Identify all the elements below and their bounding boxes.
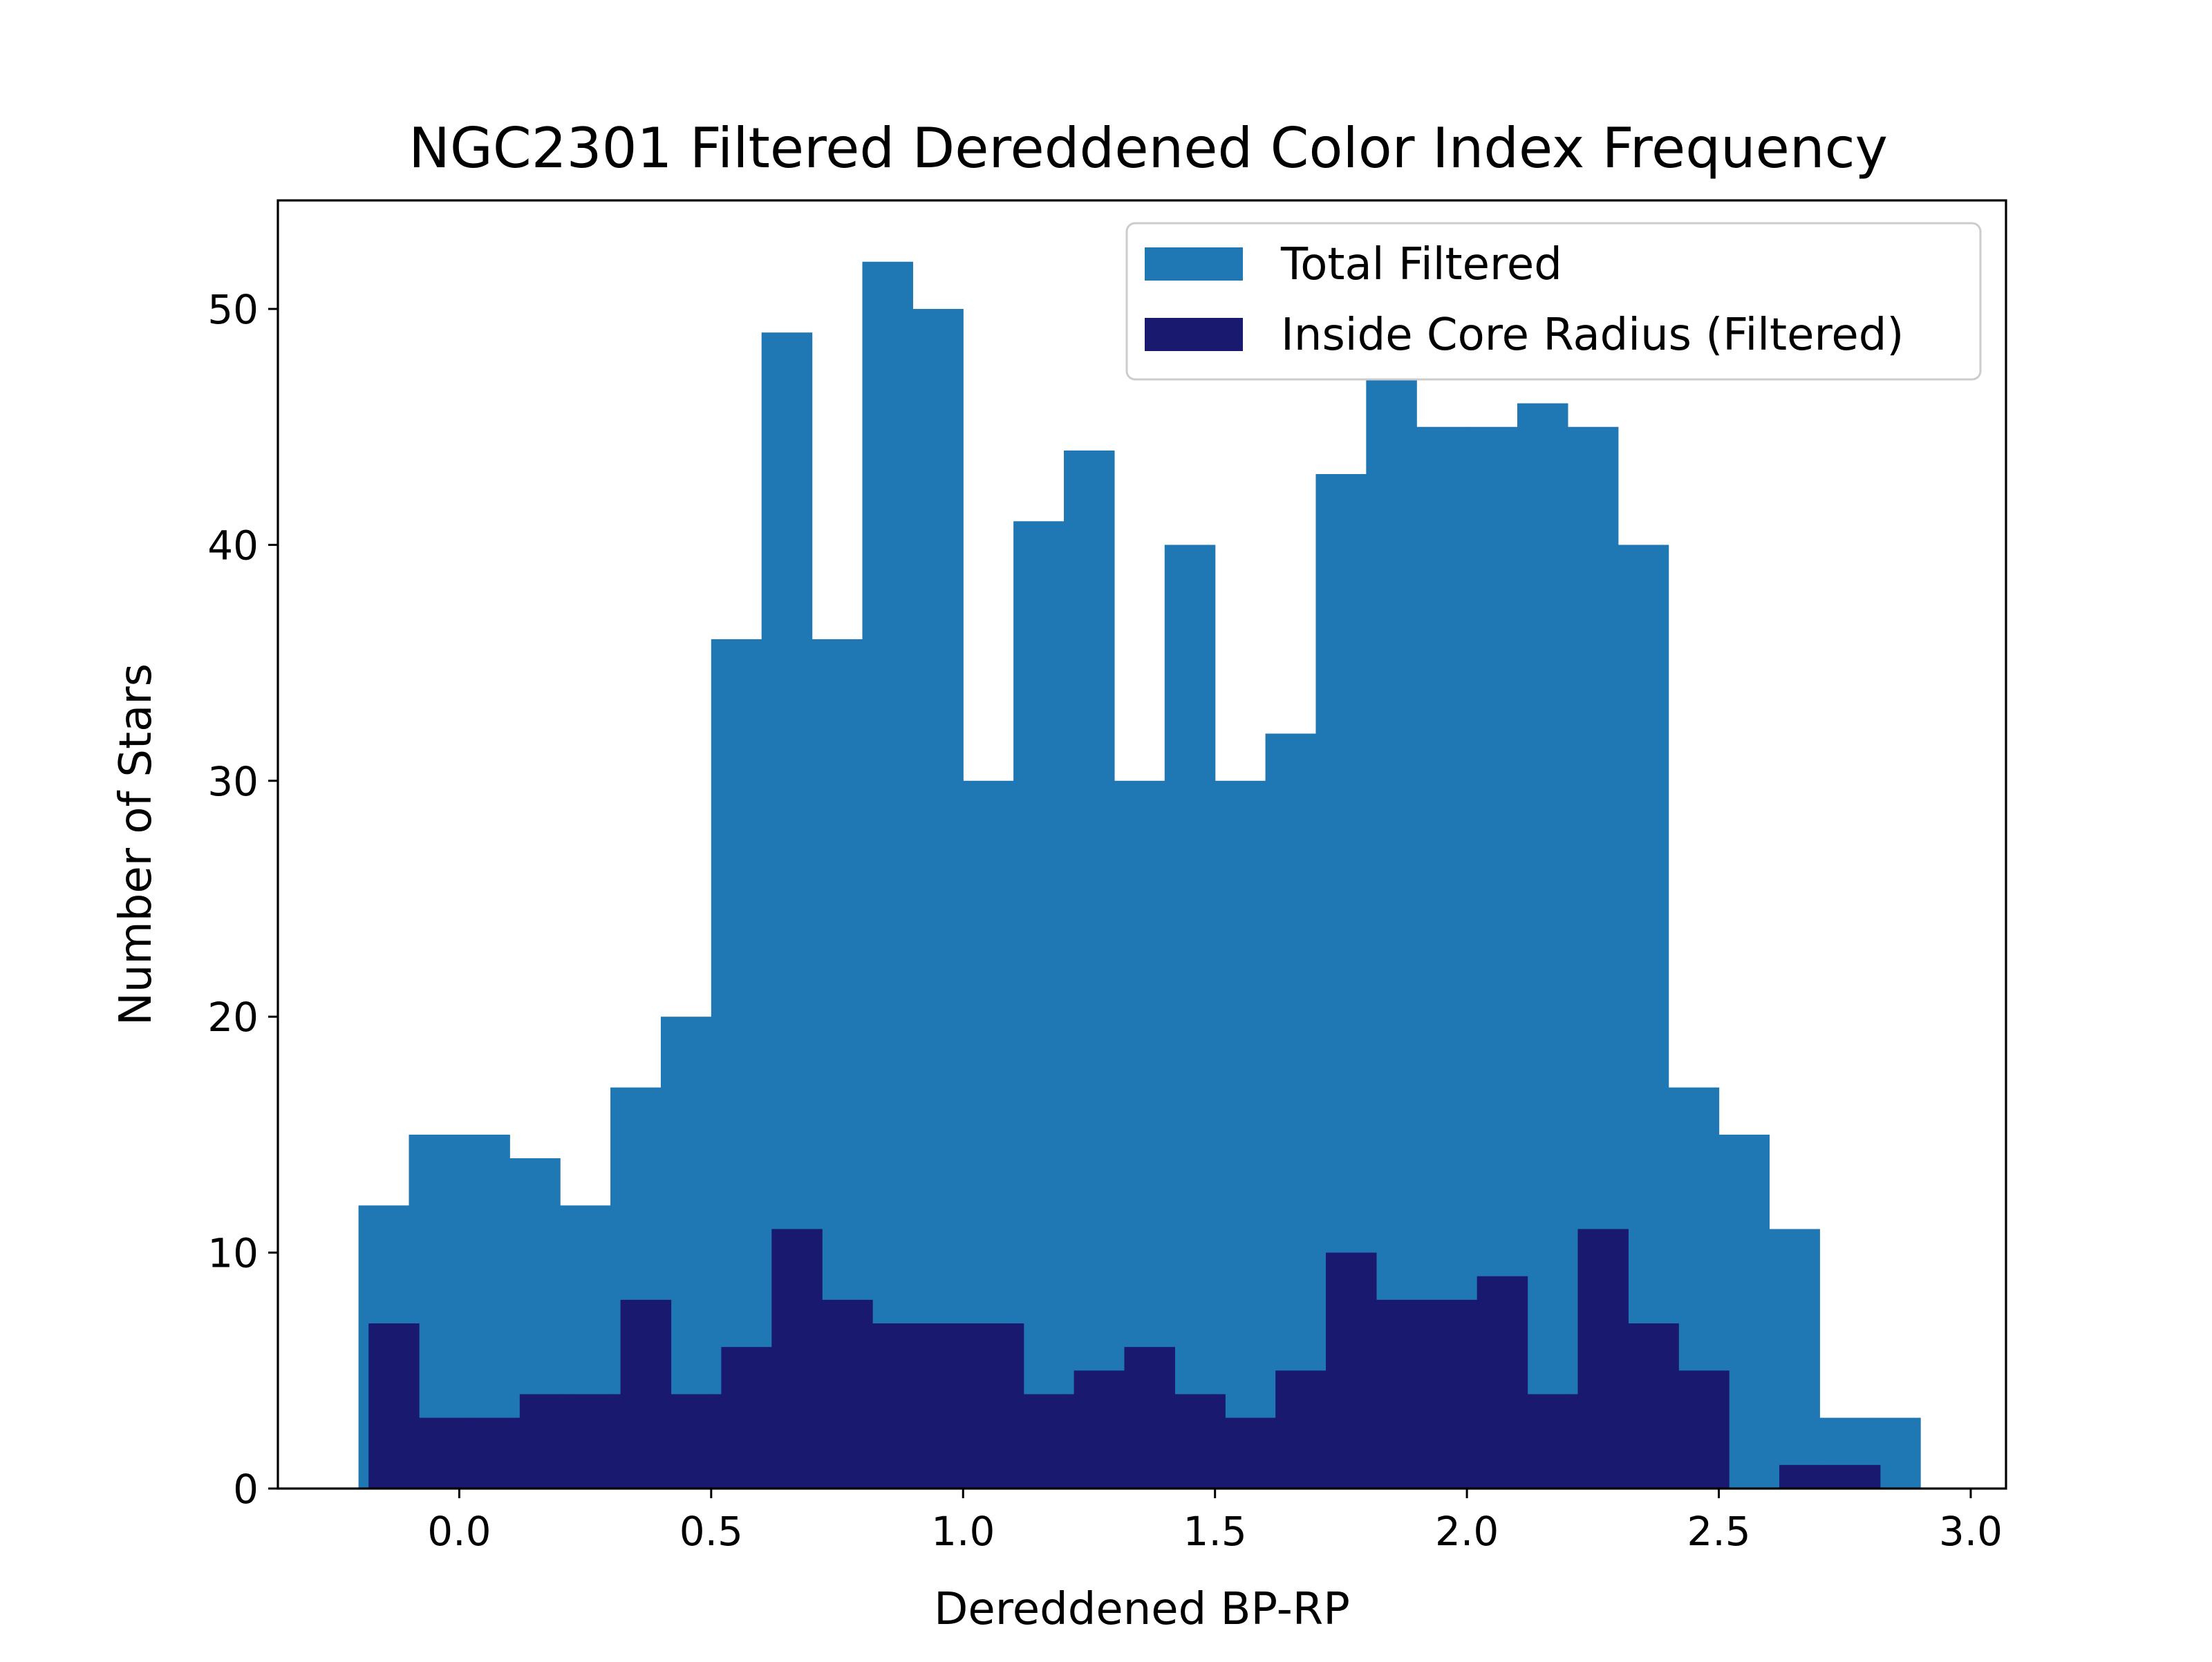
histogram-bar bbox=[973, 1323, 1024, 1489]
legend-label-core-radius: Inside Core Radius (Filtered) bbox=[1281, 310, 1904, 361]
histogram-bar bbox=[1023, 1394, 1075, 1489]
histogram-bar bbox=[1225, 1417, 1276, 1489]
core-radius-bars bbox=[368, 1229, 1881, 1489]
x-axis-ticks: 0.0 0.5 1.0 1.5 2.0 2.5 3.0 bbox=[427, 1489, 2003, 1555]
histogram-bar bbox=[1124, 1347, 1175, 1489]
histogram-bar bbox=[1074, 1370, 1125, 1489]
histogram-bar bbox=[519, 1394, 571, 1489]
histogram-bar bbox=[1628, 1323, 1679, 1489]
histogram-bar bbox=[1265, 733, 1317, 1489]
y-tick-label: 20 bbox=[207, 994, 259, 1041]
x-tick-label: 0.0 bbox=[427, 1508, 491, 1555]
x-tick-label: 1.0 bbox=[931, 1508, 995, 1555]
chart-title: NGC2301 Filtered Dereddened Color Index … bbox=[409, 116, 1888, 180]
histogram-bar bbox=[1215, 780, 1266, 1489]
histogram-bar bbox=[1326, 1252, 1377, 1489]
histogram-bar bbox=[1577, 1229, 1629, 1489]
histogram-bar bbox=[922, 1323, 974, 1489]
legend-swatch-core-radius bbox=[1145, 318, 1243, 351]
histogram-bar bbox=[721, 1347, 772, 1489]
histogram-bar bbox=[771, 1229, 823, 1489]
x-tick-label: 3.0 bbox=[1939, 1508, 2003, 1555]
histogram-bar bbox=[671, 1394, 722, 1489]
legend-label-total-filtered: Total Filtered bbox=[1280, 239, 1562, 290]
x-axis-label: Dereddened BP-RP bbox=[934, 1584, 1350, 1635]
legend: Total Filtered Inside Core Radius (Filte… bbox=[1125, 222, 1982, 381]
histogram-bar bbox=[1426, 1299, 1478, 1489]
histogram-bar bbox=[912, 309, 964, 1489]
histogram-bar bbox=[1477, 1276, 1528, 1489]
x-tick-label: 0.5 bbox=[679, 1508, 743, 1555]
y-tick-label: 40 bbox=[207, 522, 259, 569]
histogram-bar bbox=[1174, 1394, 1226, 1489]
histogram-bar bbox=[1164, 545, 1216, 1489]
x-tick-label: 2.0 bbox=[1435, 1508, 1499, 1555]
legend-box bbox=[1125, 222, 1982, 381]
x-tick-label: 2.5 bbox=[1687, 1508, 1750, 1555]
histogram-bar bbox=[620, 1299, 672, 1489]
histogram-bar bbox=[862, 261, 913, 1489]
histogram-bar bbox=[872, 1323, 924, 1489]
histogram-bar bbox=[469, 1417, 521, 1489]
legend-swatch-total-filtered bbox=[1145, 247, 1243, 281]
y-axis-ticks: 0 10 20 30 40 50 bbox=[207, 286, 278, 1513]
histogram-bar bbox=[1769, 1229, 1820, 1489]
histogram-bar bbox=[368, 1323, 420, 1489]
y-tick-label: 50 bbox=[207, 286, 259, 333]
y-axis-label: Number of Stars bbox=[111, 663, 162, 1026]
histogram-bar bbox=[1527, 1394, 1579, 1489]
plot-frame bbox=[276, 199, 2007, 1490]
y-tick-label: 10 bbox=[207, 1230, 259, 1277]
histogram-bar bbox=[1064, 450, 1115, 1489]
y-tick-label: 30 bbox=[207, 758, 259, 805]
histogram-bar bbox=[570, 1394, 621, 1489]
histogram-bar bbox=[1376, 1299, 1427, 1489]
histogram-bar bbox=[1678, 1370, 1730, 1489]
histogram-bar bbox=[822, 1299, 873, 1489]
y-tick-label: 0 bbox=[233, 1466, 259, 1513]
histogram-bar bbox=[419, 1417, 470, 1489]
histogram-bar bbox=[1275, 1370, 1327, 1489]
histogram-bar bbox=[1829, 1464, 1881, 1489]
histogram-bar bbox=[1779, 1464, 1830, 1489]
x-tick-label: 1.5 bbox=[1183, 1508, 1247, 1555]
